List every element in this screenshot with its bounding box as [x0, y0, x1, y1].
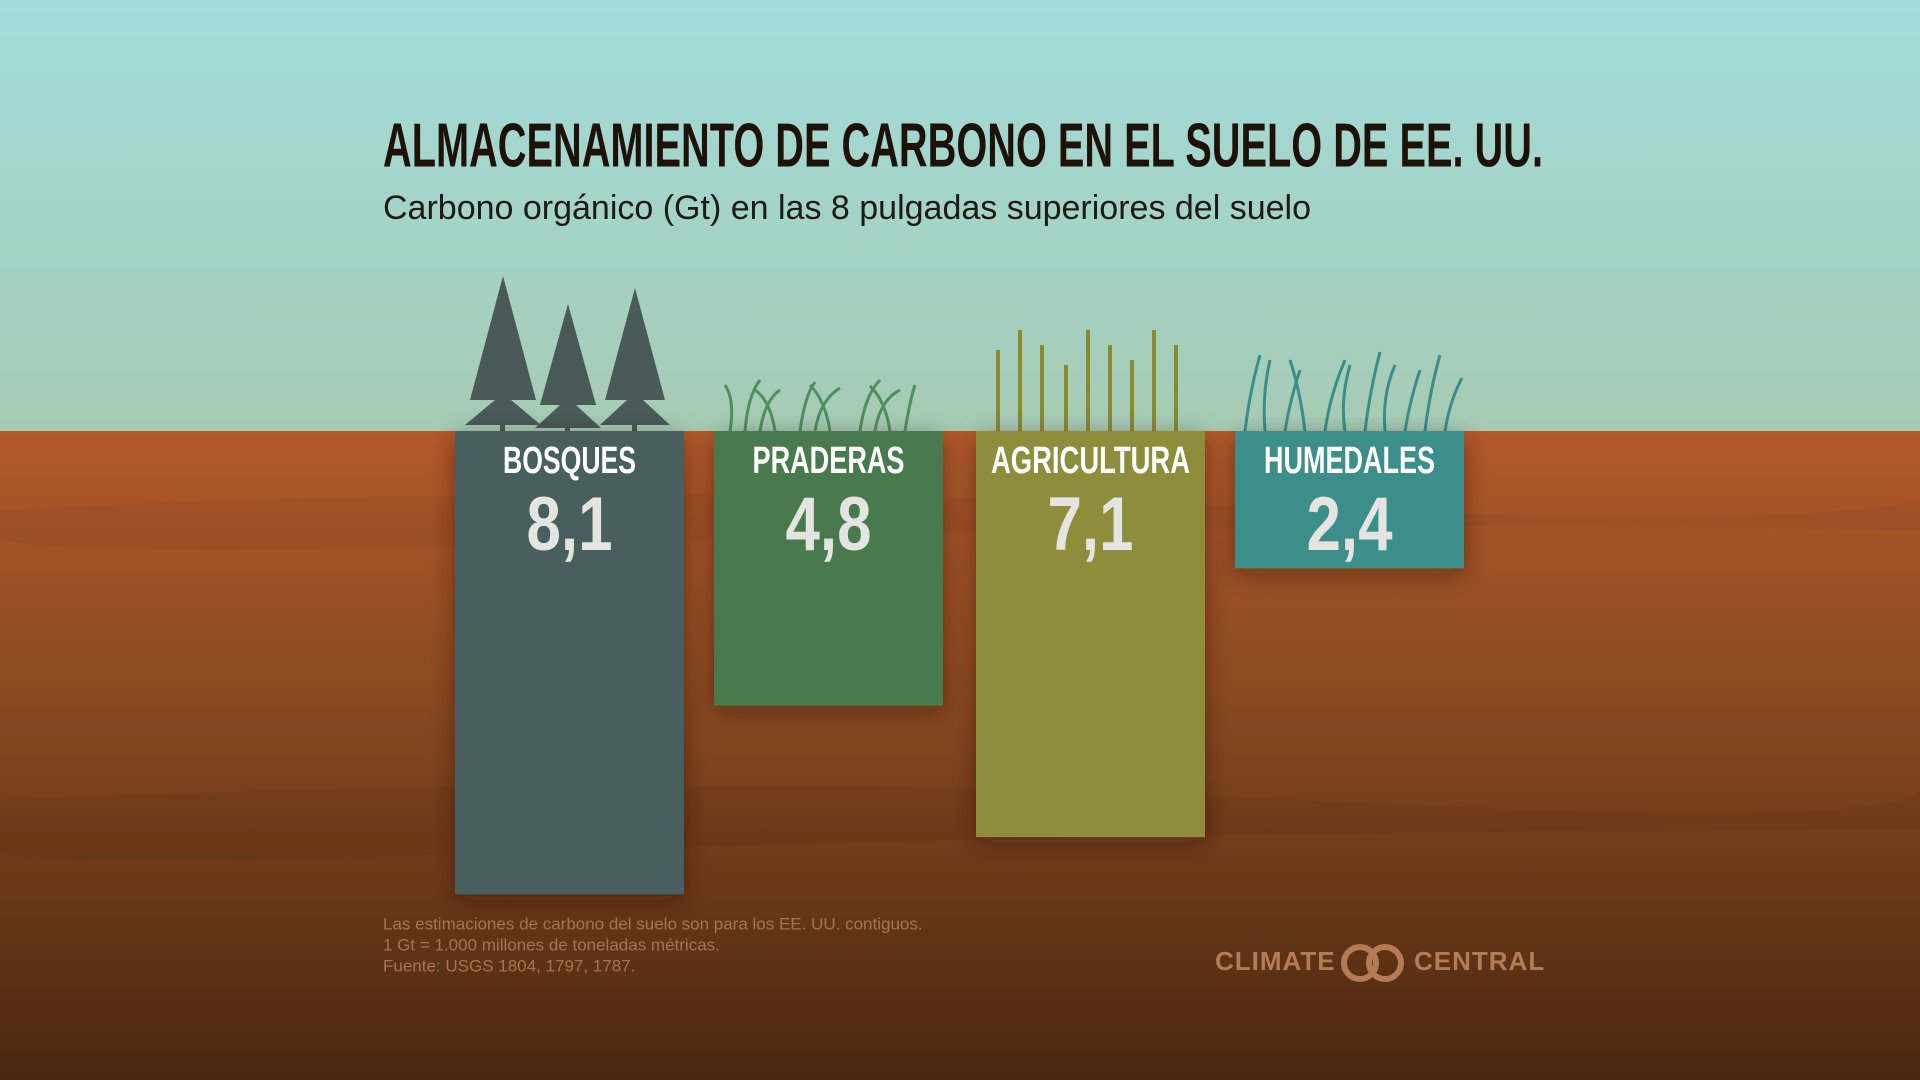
note: 1 Gt = 1.000 millones de toneladas métri… [383, 935, 720, 954]
notes: Las estimaciones de carbono del suelo so… [383, 914, 923, 975]
logo-text: CLIMATE [1215, 946, 1336, 976]
chart-subtitle: Carbono orgánico (Gt) en las 8 pulgadas … [383, 189, 1311, 227]
sky [0, 0, 1920, 431]
category-label: AGRICULTURA [991, 440, 1190, 482]
trees [465, 276, 670, 432]
category-label: PRADERAS [753, 440, 905, 482]
value-label: 8,1 [527, 482, 613, 567]
note: Fuente: USGS 1804, 1797, 1787. [383, 956, 635, 975]
reeds [1243, 351, 1464, 432]
bar [976, 431, 1205, 838]
soil [0, 431, 1920, 1080]
plants [465, 276, 1464, 432]
value-label: 2,4 [1307, 482, 1393, 567]
crops [996, 330, 1178, 431]
logo-ring [1341, 944, 1379, 982]
category-label: BOSQUES [503, 440, 636, 482]
value-label: 7,1 [1048, 482, 1134, 567]
logo-text: CENTRAL [1414, 946, 1545, 976]
bar [714, 431, 943, 706]
category-label: HUMEDALES [1264, 440, 1435, 482]
grass [723, 378, 917, 432]
note: Las estimaciones de carbono del suelo so… [383, 914, 923, 933]
logo-ring [1366, 944, 1404, 982]
chart-title: ALMACENAMIENTO DE CARBONO EN EL SUELO DE… [383, 111, 1543, 180]
logo: CLIMATE CENTRAL [1215, 944, 1545, 982]
bar [1235, 431, 1464, 569]
bar [455, 431, 684, 895]
value-label: 4,8 [786, 482, 872, 567]
